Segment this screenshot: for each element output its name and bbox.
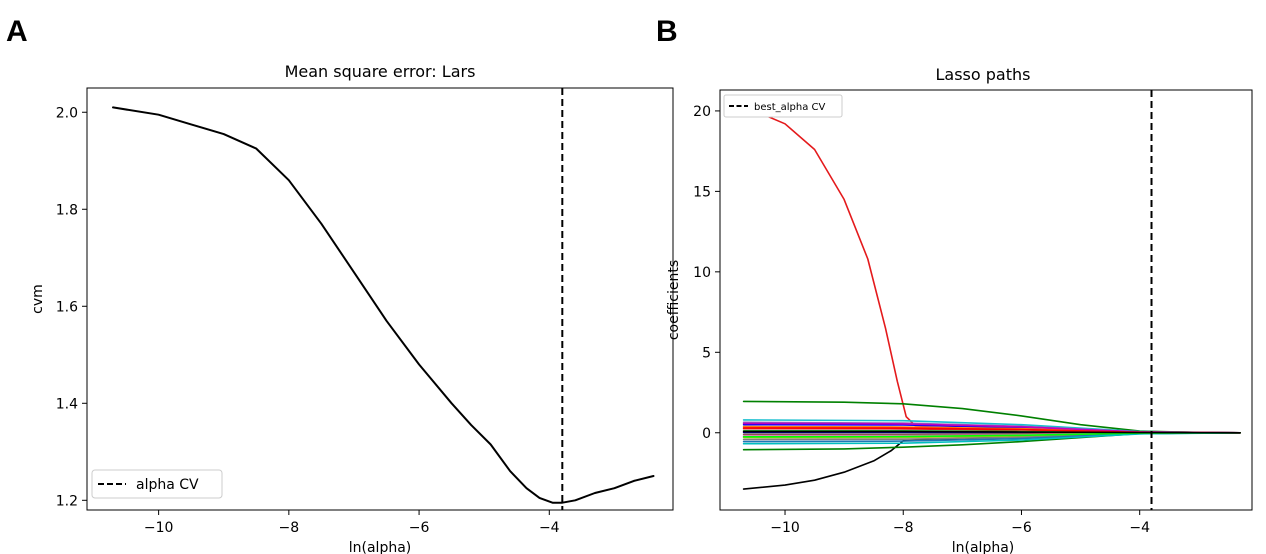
panel-a-ytick-label: 1.2 (56, 493, 78, 509)
panel-b-legend: best_alpha CV (723, 94, 843, 118)
panel-b-xtick-label: −6 (1011, 520, 1032, 536)
panel-b-marks (742, 90, 1241, 510)
panel-a-xlabel: ln(alpha) (349, 540, 412, 554)
panel-b-ytick-label: 20 (693, 104, 711, 120)
panel-b-legend-box (723, 94, 843, 118)
panel-a-xtick-label: −10 (144, 520, 174, 536)
panel-a-label: A (6, 15, 28, 48)
panel-a-frame (86, 87, 674, 511)
panel-b-series-line-20 (742, 430, 1241, 434)
panel-a-legend-box (91, 469, 223, 499)
panel-a-ylabel: cvm (30, 284, 46, 314)
panel-b-ytick-label: 10 (693, 265, 711, 281)
panel-b-title: Lasso paths (936, 65, 1031, 84)
panel-b-ytick-label: 5 (702, 345, 711, 361)
panel-b-legend-label: best_alpha CV (754, 102, 826, 113)
panel-b-xtick-label: −4 (1129, 520, 1150, 536)
panel-b-xtick-label: −10 (770, 520, 800, 536)
panel-b-xtick-label: −8 (893, 520, 914, 536)
panel-a-series-line-0 (112, 106, 655, 504)
panel-a-ticks: −10 −8 −6 −4 1.2 1.4 1.6 1.8 2.0 (56, 105, 560, 536)
panel-a-legend-label: alpha CV (136, 477, 199, 493)
panel-a-title: Mean square error: Lars (285, 62, 476, 81)
panel-b-ylabel: coefficients (666, 260, 682, 340)
panel-a-ytick-label: 2.0 (56, 105, 78, 121)
panel-a-marks (112, 88, 655, 510)
panel-b-frame (719, 89, 1253, 511)
panel-b-label: B (656, 15, 678, 48)
panel-b-xlabel: ln(alpha) (952, 540, 1015, 554)
panel-a-ytick-label: 1.6 (56, 299, 78, 315)
panel-a-xtick-label: −4 (539, 520, 560, 536)
panel-b-ytick-label: 15 (693, 184, 711, 200)
panel-b-ytick-label: 0 (702, 426, 711, 442)
panel-b-series-line-0 (742, 105, 1241, 434)
panel-b-ticks: −10 −8 −6 −4 0 5 10 15 20 (693, 104, 1150, 536)
panel-a-legend: alpha CV (91, 469, 223, 499)
panel-a-ytick-label: 1.8 (56, 202, 78, 218)
panel-a-ytick-label: 1.4 (56, 396, 78, 412)
panel-a-chart: Mean square error: Lars −10 −8 −6 −4 1.2 1.4 1… (30, 62, 674, 554)
panel-a-xtick-label: −8 (279, 520, 300, 536)
panel-a-xtick-label: −6 (409, 520, 430, 536)
